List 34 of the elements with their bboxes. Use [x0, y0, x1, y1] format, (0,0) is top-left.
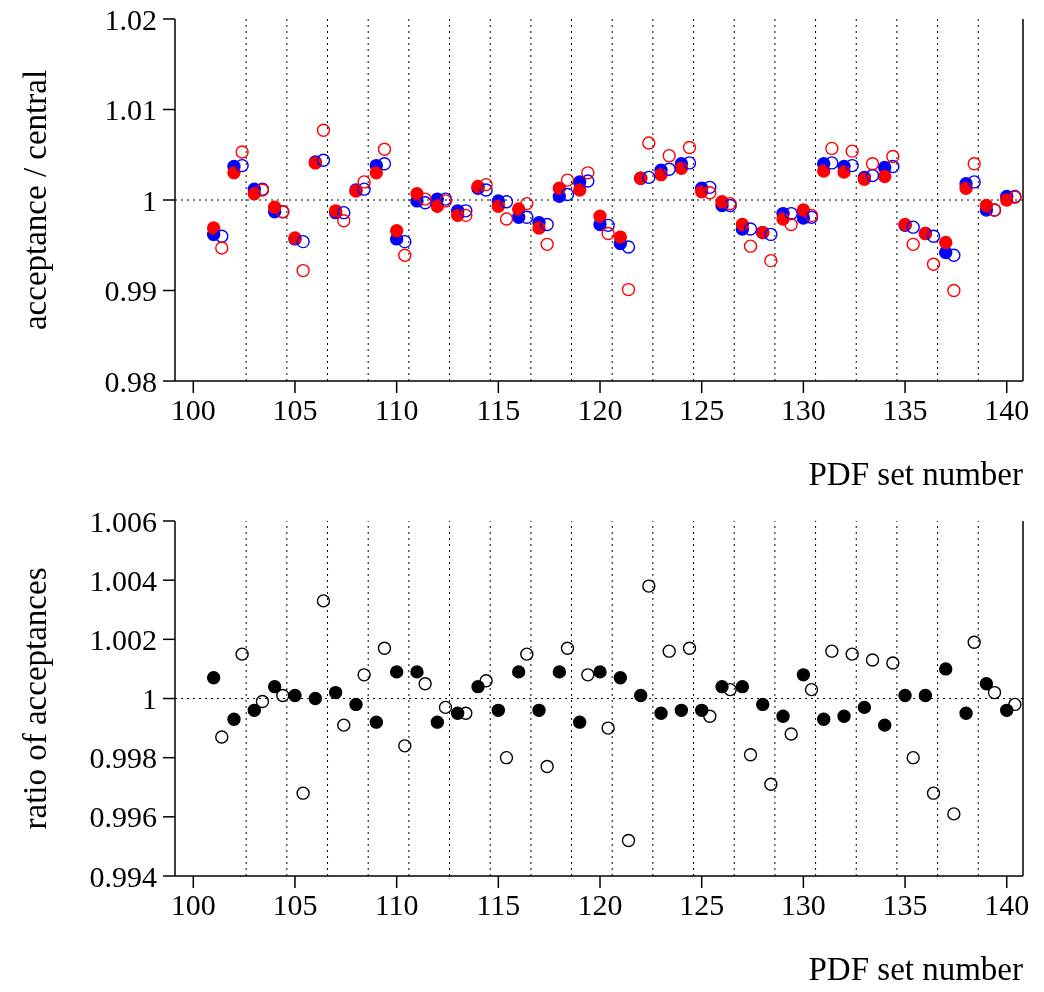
x-tick-label: 125 [679, 888, 725, 922]
x-tick-label: 100 [170, 888, 216, 922]
y-tick-label: 1.006 [89, 504, 157, 538]
y-tick-label: 0.99 [104, 274, 157, 308]
y-tick-label: 0.994 [89, 859, 157, 893]
x-tick-label: 135 [882, 888, 928, 922]
x-tick-label: 140 [984, 888, 1030, 922]
x-axis-title: PDF set number [808, 456, 1024, 492]
x-tick-label: 135 [882, 393, 928, 427]
x-tick-label: 120 [577, 888, 623, 922]
x-tick-label: 105 [272, 393, 318, 427]
x-tick-label: 115 [476, 888, 521, 922]
x-tick-label: 140 [984, 393, 1030, 427]
y-tick-label: 0.98 [104, 364, 157, 398]
x-tick-label: 120 [577, 393, 623, 427]
y-tick-label: 1.02 [104, 2, 157, 36]
y-tick-label: 1 [142, 183, 157, 217]
x-tick-label: 130 [780, 393, 826, 427]
y-tick-label: 0.998 [89, 741, 157, 775]
x-tick-label: 105 [272, 888, 318, 922]
y-tick-label: 1 [142, 682, 157, 716]
x-tick-label: 100 [170, 393, 216, 427]
x-tick-label: 115 [476, 393, 521, 427]
x-axis-title: PDF set number [808, 951, 1024, 987]
y-tick-label: 1.004 [89, 563, 157, 597]
x-tick-label: 110 [374, 888, 419, 922]
x-tick-label: 125 [679, 393, 725, 427]
y-tick-label: 1.01 [104, 93, 157, 127]
y-tick-label: 0.996 [89, 800, 157, 834]
y-axis-title: ratio of acceptances [17, 567, 53, 830]
x-tick-label: 130 [780, 888, 826, 922]
y-axis-title: acceptance / central [17, 69, 53, 331]
y-tick-label: 1.002 [89, 622, 157, 656]
x-tick-label: 110 [374, 393, 419, 427]
